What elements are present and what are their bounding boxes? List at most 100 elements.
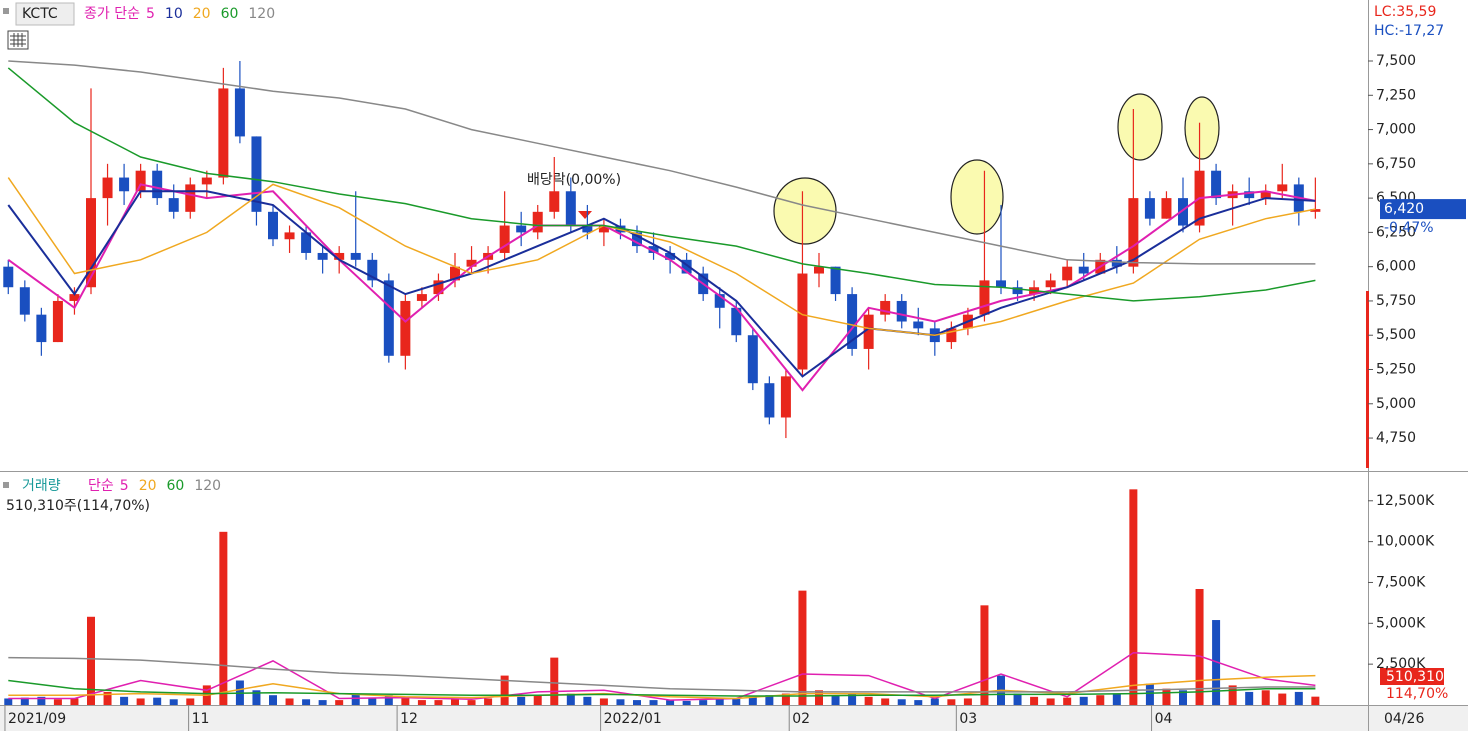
- volume-bar: [103, 691, 112, 705]
- volume-bar: [699, 700, 708, 705]
- candle-body: [1244, 191, 1255, 199]
- volume-bar: [881, 698, 890, 705]
- candle-body: [1128, 198, 1139, 267]
- legend-entry: 5: [120, 478, 129, 494]
- last-price-label: 6,420: [1384, 201, 1424, 217]
- candle-body: [135, 170, 146, 192]
- candle-body: [416, 294, 427, 301]
- candle-body: [747, 335, 758, 384]
- candle-body: [3, 266, 14, 288]
- legend-entry: 60: [167, 478, 185, 494]
- volume-bar: [748, 696, 757, 705]
- volume-bar: [500, 675, 509, 705]
- ma-line: [8, 674, 1316, 700]
- y-tick-label: 4,750: [1376, 430, 1416, 446]
- ma-line: [8, 679, 1316, 697]
- candle-body: [714, 294, 725, 308]
- volume-bar: [451, 699, 459, 705]
- candle-body: [681, 259, 692, 274]
- legend-entry: 10: [165, 6, 183, 22]
- volume-summary: 510,310주(114,70%): [6, 498, 150, 514]
- table-icon-grid: [10, 33, 26, 47]
- highlight-circle: [1184, 96, 1220, 160]
- volume-bar: [616, 699, 625, 705]
- candle-body: [334, 252, 345, 260]
- lc-label: LC:35,59: [1374, 4, 1436, 20]
- volume-bar: [318, 700, 327, 705]
- volume-bar: [120, 696, 129, 705]
- candle-body: [52, 300, 63, 343]
- candle-body: [532, 211, 543, 233]
- candle-body: [946, 328, 957, 343]
- candle-body: [814, 266, 824, 274]
- ma-line: [7, 177, 1316, 336]
- volume-bar: [87, 616, 95, 705]
- candle-body: [847, 294, 858, 349]
- volume-bar: [1162, 688, 1171, 705]
- volume-bar: [417, 700, 426, 705]
- range-indicator: [1366, 291, 1369, 468]
- volume-bar: [169, 699, 178, 705]
- hc-label: HC:-17,27: [1374, 23, 1444, 39]
- x-tick-label: 02: [792, 711, 810, 727]
- highlight-circle: [1117, 93, 1163, 161]
- candle-body: [234, 88, 245, 137]
- volume-bar: [897, 699, 906, 705]
- volume-bar: [70, 698, 79, 705]
- y-tick-label: 7,000: [1376, 122, 1416, 138]
- volume-bar: [1261, 690, 1270, 705]
- candle-body: [19, 287, 30, 315]
- volume-bar: [649, 700, 658, 705]
- volume-bar: [484, 698, 493, 705]
- volume-bar: [1129, 489, 1138, 705]
- volume-bar: [682, 700, 691, 705]
- candle-body: [69, 294, 80, 301]
- volume-bar: [1278, 693, 1287, 705]
- volume-bar: [599, 698, 608, 705]
- x-tick-label: 12: [400, 711, 418, 727]
- volume-bar: [53, 699, 62, 705]
- volume-bar: [1195, 589, 1204, 705]
- volume-bar: [302, 699, 311, 705]
- icon: [3, 8, 9, 14]
- candle-body: [268, 211, 278, 240]
- y-tick-label: 2,500K: [1376, 656, 1426, 672]
- candle-body: [86, 198, 96, 288]
- candle-body: [1062, 266, 1073, 281]
- volume-bar: [633, 700, 641, 705]
- candle-body: [1277, 184, 1288, 192]
- y-tick-label: 7,500: [1376, 53, 1416, 69]
- volume-bar: [930, 698, 939, 705]
- ratio-label: 114,70%: [1386, 686, 1448, 702]
- volume-bar: [666, 700, 675, 705]
- chart-title: KCTC: [22, 6, 58, 22]
- candle-body: [1045, 280, 1056, 288]
- candle-body: [797, 273, 808, 370]
- volume-bar: [1311, 696, 1320, 705]
- candle-body: [731, 307, 742, 336]
- candle-body: [1144, 198, 1155, 219]
- ma-line: [8, 656, 1316, 693]
- volume-bar: [1013, 693, 1022, 705]
- volume-bar: [1096, 695, 1105, 705]
- candle-body: [317, 252, 328, 260]
- change-label: -0,47%: [1384, 220, 1434, 236]
- candle-body: [780, 376, 791, 418]
- candle-body: [665, 252, 676, 260]
- current-date: 04/26: [1384, 711, 1424, 727]
- volume-bar: [467, 700, 476, 705]
- legend-entry: 5: [146, 6, 155, 22]
- volume-bar: [517, 696, 526, 705]
- volume-bar: [533, 695, 542, 705]
- last-volume-box: [1380, 668, 1444, 685]
- volume-bar: [831, 695, 840, 705]
- candle-body: [913, 321, 924, 329]
- y-tick-label: 5,500: [1376, 327, 1416, 343]
- volume-bar: [153, 697, 162, 705]
- volume-bar: [815, 690, 823, 705]
- volume-bar: [798, 590, 807, 705]
- candle-body: [880, 300, 891, 315]
- candle-body: [1211, 170, 1222, 199]
- volume-bar: [1228, 685, 1237, 705]
